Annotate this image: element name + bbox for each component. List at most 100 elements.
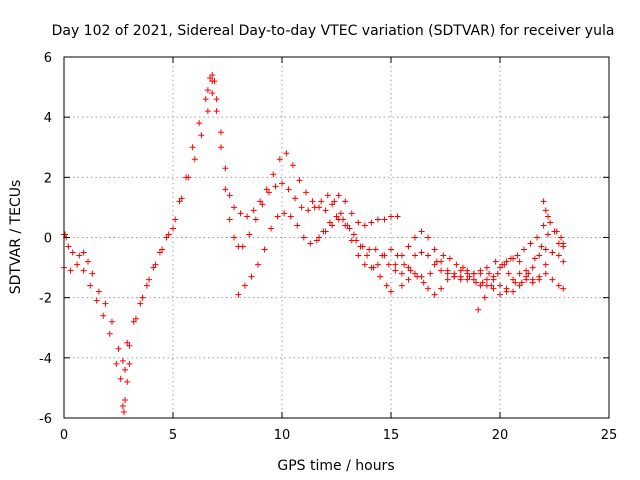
data-point: [503, 285, 510, 292]
data-point: [444, 267, 451, 274]
data-point: [555, 282, 562, 289]
data-point: [106, 330, 113, 337]
data-point: [477, 282, 484, 289]
data-point: [544, 231, 551, 238]
data-point: [542, 270, 549, 277]
data-point: [525, 270, 532, 277]
data-point: [534, 234, 541, 241]
data-point: [222, 186, 229, 193]
data-point: [178, 195, 185, 202]
data-point: [374, 261, 381, 268]
data-point: [259, 201, 266, 208]
data-point: [470, 270, 477, 277]
data-point: [411, 234, 418, 241]
data-point: [355, 219, 362, 226]
data-point: [255, 261, 262, 268]
x-tick-label: 10: [274, 428, 291, 443]
data-point: [337, 210, 344, 217]
data-point: [307, 240, 314, 247]
data-point: [446, 255, 453, 262]
data-point: [67, 267, 74, 274]
data-point: [361, 222, 368, 229]
data-point: [117, 375, 124, 382]
data-point: [514, 252, 521, 259]
data-point: [124, 378, 131, 385]
y-axis-label: SDTVAR / TECUs: [8, 180, 24, 295]
data-point: [481, 294, 488, 301]
data-point: [93, 297, 100, 304]
data-point: [398, 282, 405, 289]
data-point: [272, 183, 279, 190]
data-point: [329, 201, 336, 208]
data-point: [276, 156, 283, 163]
data-point: [355, 252, 362, 259]
data-point: [544, 213, 551, 220]
data-point: [213, 108, 220, 115]
ticks: 0 5 10 15 20 25 -6 -4 -2 0 2 4 6: [39, 51, 617, 443]
data-point: [115, 345, 122, 352]
data-point: [261, 246, 268, 253]
data-point: [527, 240, 534, 247]
data-point: [331, 198, 338, 205]
data-point: [549, 276, 556, 283]
data-point: [150, 264, 157, 271]
data-point: [512, 279, 519, 286]
data-point: [401, 261, 408, 268]
data-point: [477, 270, 484, 277]
y-tick-label: 6: [44, 51, 52, 66]
data-point: [324, 192, 331, 199]
data-point: [368, 264, 375, 271]
data-point: [438, 267, 445, 274]
data-point: [176, 198, 183, 205]
data-point: [207, 75, 214, 82]
data-point: [342, 198, 349, 205]
x-axis-label: GPS time / hours: [277, 458, 394, 474]
data-point: [464, 267, 471, 274]
data-point: [102, 300, 109, 307]
data-point: [473, 279, 480, 286]
data-point: [305, 207, 312, 214]
data-point: [316, 234, 323, 241]
data-point: [289, 162, 296, 169]
data-point: [381, 252, 388, 259]
data-point: [560, 258, 567, 265]
data-point: [407, 267, 414, 274]
data-point: [298, 204, 305, 211]
data-point: [348, 237, 355, 244]
data-point: [248, 273, 255, 280]
data-point: [350, 231, 357, 238]
data-point: [126, 342, 133, 349]
data-point: [516, 258, 523, 265]
data-point: [143, 282, 150, 289]
data-point: [516, 270, 523, 277]
data-point: [329, 222, 336, 229]
data-point: [427, 270, 434, 277]
data-point: [274, 213, 281, 220]
data-point: [257, 198, 264, 205]
data-point: [366, 246, 373, 253]
data-point: [388, 288, 394, 295]
data-point: [405, 276, 412, 283]
data-point: [475, 306, 482, 313]
data-point: [488, 282, 495, 289]
y-tick-label: 0: [44, 232, 52, 247]
data-point: [311, 204, 318, 211]
data-point: [547, 219, 554, 226]
data-point: [165, 231, 172, 238]
data-point: [418, 273, 425, 280]
data-point: [497, 264, 503, 271]
data-point: [492, 258, 499, 265]
data-point: [239, 243, 246, 250]
data-point: [383, 282, 390, 289]
data-point: [335, 192, 342, 199]
data-point: [191, 156, 198, 163]
data-point: [411, 252, 418, 259]
data-point: [542, 207, 549, 214]
data-point: [87, 282, 94, 289]
data-point: [542, 261, 549, 268]
data-point: [523, 267, 530, 274]
data-point: [479, 279, 486, 286]
data-point: [523, 273, 530, 280]
x-tick-label: 5: [169, 428, 177, 443]
